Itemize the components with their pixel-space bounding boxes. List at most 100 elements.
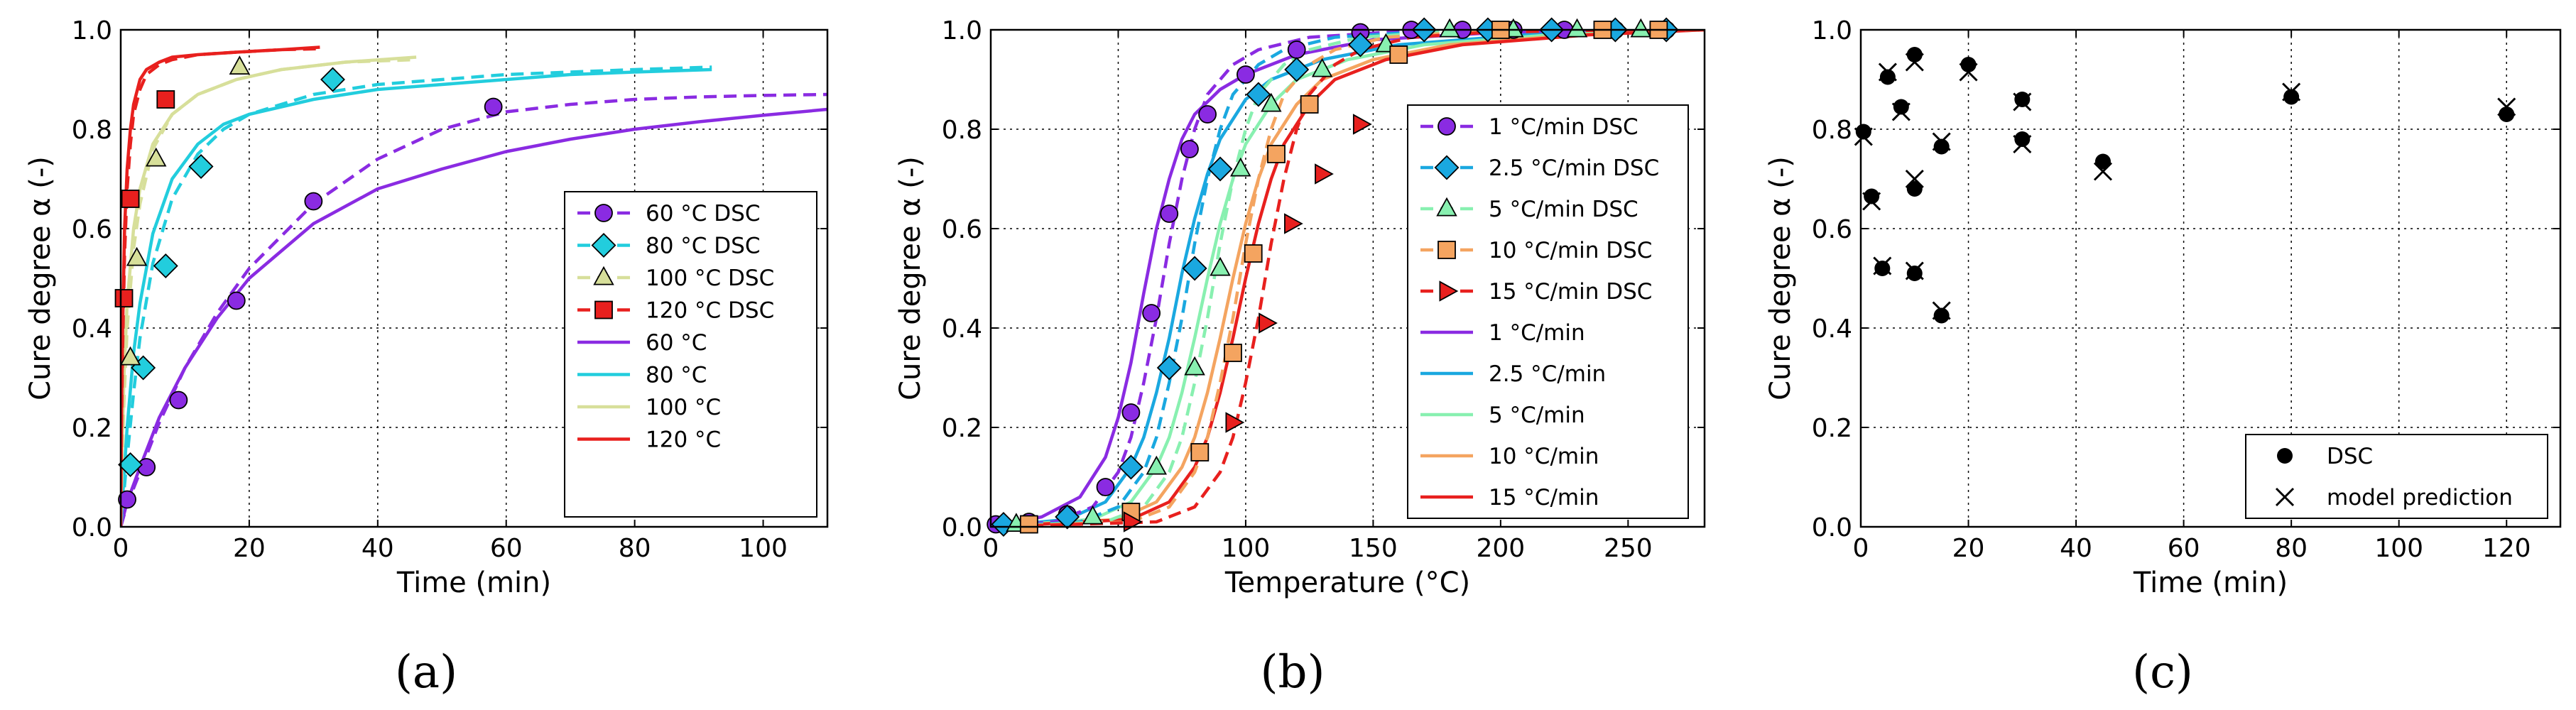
data-point: [1932, 132, 1951, 151]
data-point: [227, 291, 246, 310]
data-point: [1891, 102, 1911, 121]
panel-b-chart: 0 50 100 150 200 250 0.0 0.2 0.4 0.6 0.8 1.0 Tempera…: [894, 16, 1706, 699]
legend-label: 60 °C DSC: [646, 201, 761, 226]
x-tick-label: 80: [2275, 534, 2308, 563]
data-point: [991, 512, 1016, 537]
data-point: [1224, 344, 1242, 362]
data-point: [1300, 95, 1319, 114]
data-point: [2282, 82, 2301, 102]
y-tick-label: 0.2: [72, 414, 112, 443]
data-point: [1905, 169, 1924, 189]
legend-label: 15 °C/min: [1489, 485, 1599, 510]
data-point: [1180, 140, 1199, 158]
x-tick-label: 50: [1102, 534, 1135, 563]
data-point: [1184, 356, 1205, 376]
panel-label: (b): [1261, 646, 1325, 699]
legend-label: 120 °C DSC: [646, 298, 774, 324]
plot-area: [991, 30, 1705, 527]
data-point: [121, 190, 140, 208]
data-point: [1389, 45, 1408, 64]
x-tick-label: 40: [362, 534, 394, 563]
data-point: [1905, 53, 1924, 72]
data-point: [1019, 515, 1038, 534]
legend-label: 15 °C/min DSC: [1489, 279, 1652, 305]
data-point: [2014, 92, 2031, 107]
data-point: [1566, 18, 1588, 38]
data-point: [1933, 138, 1950, 155]
x-tick-label: 60: [2168, 534, 2200, 563]
y-axis-label: Cure degree α (-): [1764, 156, 1797, 400]
y-tick-label: 1.0: [1812, 16, 1852, 45]
data-point: [1160, 204, 1179, 223]
data-point: [1237, 65, 1255, 84]
data-point: [188, 154, 214, 179]
data-point: [2094, 153, 2111, 170]
legend-label: 60 °C: [646, 330, 707, 356]
x-tick-label: 120: [2482, 534, 2531, 563]
series-line: [991, 30, 1705, 527]
data-point: [1246, 82, 1271, 107]
data-point: [1207, 156, 1233, 182]
legend-label: 10 °C/min DSC: [1489, 238, 1652, 263]
y-tick-label: 0.0: [1812, 513, 1852, 542]
legend: 60 °C DSC 80 °C DSC 100 °C DSC 120 °C DSC 60…: [564, 191, 817, 518]
y-axis-label: Cure degree α (-): [24, 156, 57, 400]
ticks: 0 50 100 150 200 250 0.0 0.2 0.4 0.6 0.8 1.0: [942, 16, 1705, 563]
y-tick-label: 0.4: [1812, 315, 1852, 344]
data-point: [1878, 62, 1897, 82]
data-point: [2283, 89, 2300, 105]
data-point: [1259, 312, 1278, 334]
x-axis-label: Time (min): [2133, 567, 2288, 599]
y-tick-label: 0.6: [1812, 215, 1852, 244]
data-point: [114, 289, 134, 307]
plot-area: [121, 45, 827, 527]
data-point: [1055, 504, 1080, 530]
y-tick-label: 1.0: [942, 16, 982, 45]
dashed-series-line: [121, 58, 417, 527]
data-point: [2013, 92, 2032, 111]
data-point: [1230, 157, 1251, 177]
ticks: 0 20 40 60 80 100 120 0.0 0.2 0.4 0.6 0.8 1.0: [1812, 16, 2560, 563]
x-axis-label: Time (min): [396, 567, 551, 599]
x-tick-label: 80: [619, 534, 651, 563]
x-tick-label: 150: [1349, 534, 1398, 563]
x-tick-label: 100: [1222, 534, 1271, 563]
data-point: [1862, 192, 1881, 211]
x-tick-label: 20: [233, 534, 266, 563]
legend-label: DSC: [2327, 444, 2373, 469]
data-point: [2277, 448, 2293, 464]
data-point: [126, 246, 148, 266]
markers: [114, 55, 503, 509]
legend-label: 2.5 °C/min: [1489, 361, 1606, 387]
x-tick-label: 60: [490, 534, 523, 563]
data-point: [594, 204, 613, 222]
axes-frame: [989, 28, 1706, 528]
data-point: [1864, 188, 1880, 204]
x-tick-label: 250: [1604, 534, 1653, 563]
data-point: [1118, 454, 1143, 480]
data-point: [1630, 18, 1651, 38]
data-point: [1198, 105, 1217, 124]
data-point: [1121, 403, 1141, 422]
legend-label: 1 °C/min DSC: [1489, 114, 1638, 140]
data-point: [1439, 280, 1459, 302]
data-point: [1284, 57, 1310, 82]
dashed-series-line: [121, 47, 320, 527]
data-point: [1182, 256, 1207, 281]
data-point: [484, 97, 503, 116]
y-tick-label: 0.0: [72, 513, 112, 542]
series-line: [121, 67, 712, 527]
legend-label: 120 °C: [646, 427, 721, 453]
data-point: [137, 458, 156, 476]
series-line: [991, 30, 1705, 527]
data-point: [118, 490, 136, 509]
data-point: [1439, 18, 1460, 38]
data-point: [1893, 99, 1909, 115]
data-point: [1854, 127, 1873, 146]
y-tick-label: 0.2: [942, 414, 982, 443]
dashed-series-line: [121, 65, 712, 527]
legend-label: model prediction: [2327, 485, 2513, 510]
legend-label: 5 °C/min: [1489, 403, 1585, 428]
data-point: [1096, 478, 1115, 496]
